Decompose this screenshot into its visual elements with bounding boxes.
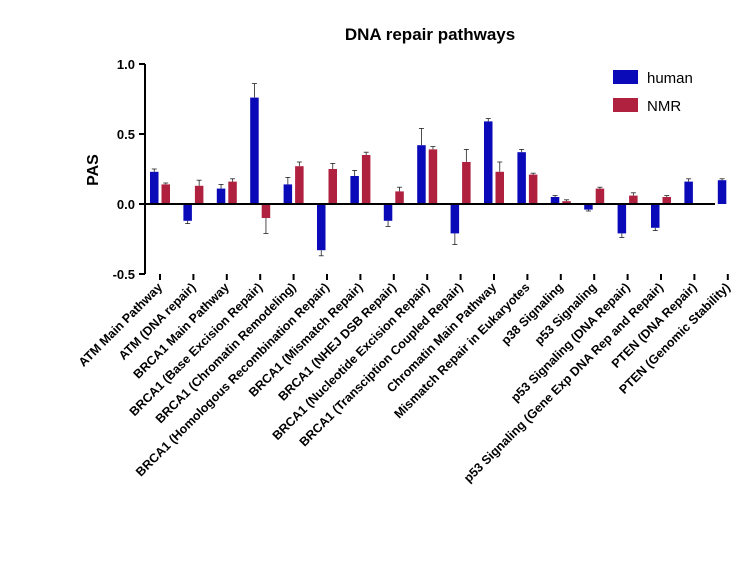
bar-nmr <box>161 184 170 204</box>
legend-label-nmr: NMR <box>647 98 681 115</box>
bar-human <box>517 152 526 204</box>
legend-swatch-human <box>613 70 638 84</box>
y-tick-label: 1.0 <box>117 57 135 72</box>
bar-human <box>617 204 627 234</box>
legend-swatch-nmr <box>613 98 638 112</box>
bar-nmr <box>629 195 638 204</box>
bar-nmr <box>562 201 571 204</box>
bar-human <box>283 184 293 204</box>
bar-nmr <box>194 185 204 204</box>
bar-human <box>584 204 593 210</box>
bar-human <box>183 204 192 221</box>
bar-human <box>450 204 460 234</box>
bar-nmr <box>328 169 337 204</box>
bar-nmr <box>662 197 671 204</box>
bar-nmr <box>462 162 471 204</box>
bar-human <box>317 204 326 251</box>
bar-human <box>216 188 226 204</box>
y-tick-label: -0.5 <box>113 267 135 282</box>
bar-nmr <box>495 171 504 204</box>
bar-nmr <box>528 174 538 204</box>
bar-human <box>417 145 426 204</box>
bar-human <box>717 180 727 204</box>
bar-human <box>550 197 560 204</box>
bar-human <box>651 204 660 228</box>
bar-nmr <box>361 155 371 204</box>
bar-nmr <box>295 166 304 204</box>
bar-nmr <box>261 204 271 218</box>
bar-nmr <box>595 188 605 204</box>
y-axis-label: PAS <box>85 154 102 186</box>
bar-human <box>684 181 693 204</box>
y-tick-label: 0.0 <box>117 197 135 212</box>
bar-nmr <box>228 181 237 204</box>
bar-human <box>484 121 493 204</box>
y-tick-label: 0.5 <box>117 127 135 142</box>
legend: human NMR <box>613 70 693 115</box>
bar-human <box>350 176 359 204</box>
chart-title: DNA repair pathways <box>345 25 515 44</box>
bar-nmr <box>395 191 404 204</box>
legend-label-human: human <box>647 70 693 87</box>
bar-human <box>150 171 159 204</box>
bar-nmr <box>428 149 438 204</box>
bar-human <box>383 204 393 221</box>
bar-human <box>250 97 259 204</box>
